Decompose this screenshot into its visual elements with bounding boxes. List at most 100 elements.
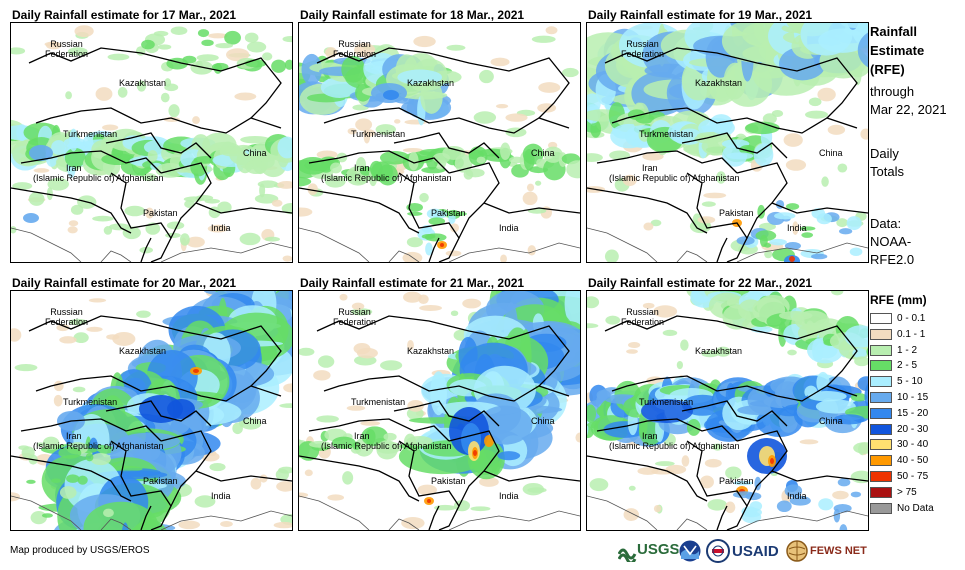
rain-area xyxy=(473,111,497,124)
rain-area xyxy=(428,217,446,226)
rain-area xyxy=(282,255,292,262)
rain-area xyxy=(681,455,690,467)
rain-area xyxy=(789,256,795,262)
rain-area xyxy=(304,469,313,477)
country-label-pakistan: Pakistan xyxy=(143,476,178,486)
rain-area xyxy=(313,370,331,381)
rain-area xyxy=(85,453,94,462)
rain-area xyxy=(783,133,803,147)
rfe-title: Rainfall Estimate (RFE) xyxy=(870,22,924,79)
legend-label: 0.1 - 1 xyxy=(897,328,926,340)
country-border xyxy=(611,375,858,402)
rain-area xyxy=(864,383,868,409)
usaid-logo-text: USAID xyxy=(732,542,779,560)
rain-area xyxy=(759,222,776,231)
rain-area xyxy=(281,203,292,215)
legend-label: 20 - 30 xyxy=(897,423,929,435)
rain-area xyxy=(852,348,867,358)
map-canvas xyxy=(299,291,580,530)
rain-area xyxy=(213,63,223,74)
rain-area xyxy=(12,182,33,190)
coastline xyxy=(388,518,420,530)
rain-area xyxy=(522,482,544,496)
rain-area xyxy=(51,140,67,155)
rain-area xyxy=(479,477,499,487)
rain-area xyxy=(183,196,205,202)
country-border xyxy=(428,505,440,530)
rain-area xyxy=(420,80,443,114)
coastline xyxy=(299,495,370,530)
rain-area xyxy=(470,506,491,512)
rain-area xyxy=(860,128,868,140)
rain-area xyxy=(522,191,538,206)
legend-item: 5 - 10 xyxy=(870,374,923,389)
country-border xyxy=(771,202,868,214)
rain-area xyxy=(800,23,853,56)
country-border xyxy=(195,202,292,214)
rain-area xyxy=(808,97,822,107)
daily-totals: Daily Totals xyxy=(870,145,904,181)
rain-area xyxy=(716,171,726,184)
rain-area xyxy=(818,498,834,511)
legend-item: 1 - 2 xyxy=(870,343,917,358)
country-label-india: India xyxy=(499,223,519,233)
country-border xyxy=(35,375,282,402)
coastline xyxy=(100,518,132,530)
rain-area xyxy=(355,118,373,131)
rain-area xyxy=(799,226,816,231)
rain-area xyxy=(383,90,399,100)
rain-area xyxy=(47,177,69,191)
legend-item: 15 - 20 xyxy=(870,406,928,421)
rain-area xyxy=(220,520,233,527)
rain-area xyxy=(866,347,868,356)
rain-area xyxy=(635,114,655,124)
rain-area xyxy=(283,383,292,393)
country-border xyxy=(316,315,570,387)
rain-area xyxy=(157,44,172,50)
rain-area xyxy=(141,173,157,182)
rain-area xyxy=(805,110,829,119)
coastline xyxy=(160,242,292,262)
rain-area xyxy=(36,442,44,447)
legend-item: 10 - 15 xyxy=(870,390,928,405)
country-border xyxy=(448,162,500,239)
country-border xyxy=(28,315,282,387)
rain-area xyxy=(356,347,378,359)
country-border xyxy=(483,470,580,482)
country-border xyxy=(587,187,708,234)
rain-area xyxy=(380,360,403,371)
country-label-india: India xyxy=(211,223,231,233)
country-label-russia: Russian Federation xyxy=(333,307,377,327)
map-canvas xyxy=(11,25,292,262)
rain-area xyxy=(424,233,447,242)
legend-swatch xyxy=(870,376,892,388)
rain-area xyxy=(33,168,50,173)
rain-area xyxy=(769,238,787,246)
country-label-afghanistan: Afghanistan xyxy=(692,441,740,451)
panel-20-mar: Daily Rainfall estimate for 20 Mar., 202… xyxy=(10,276,293,531)
rain-area xyxy=(605,315,621,325)
rain-area xyxy=(653,305,678,318)
rain-area xyxy=(124,205,146,217)
rain-area xyxy=(676,360,684,370)
rain-area xyxy=(785,159,807,171)
rain-area xyxy=(839,524,848,530)
rain-area xyxy=(407,211,423,216)
rain-area xyxy=(41,513,53,518)
rain-area xyxy=(725,466,742,480)
country-border xyxy=(308,418,450,442)
rain-area xyxy=(232,422,243,435)
legend-label: 5 - 10 xyxy=(897,376,923,388)
usgs-logo-text: USGS xyxy=(637,541,680,558)
country-label-afghanistan: Afghanistan xyxy=(692,173,740,183)
rain-area xyxy=(193,369,199,373)
rain-area xyxy=(275,468,289,481)
country-label-kazakhstan: Kazakhstan xyxy=(119,78,167,88)
rain-area xyxy=(234,92,257,101)
usaid-logo: USAID xyxy=(706,538,779,564)
country-label-afghanistan: Afghanistan xyxy=(404,173,452,183)
country-border xyxy=(110,440,172,530)
rain-area xyxy=(406,237,423,248)
rain-area xyxy=(401,517,425,530)
rain-area xyxy=(207,224,228,233)
